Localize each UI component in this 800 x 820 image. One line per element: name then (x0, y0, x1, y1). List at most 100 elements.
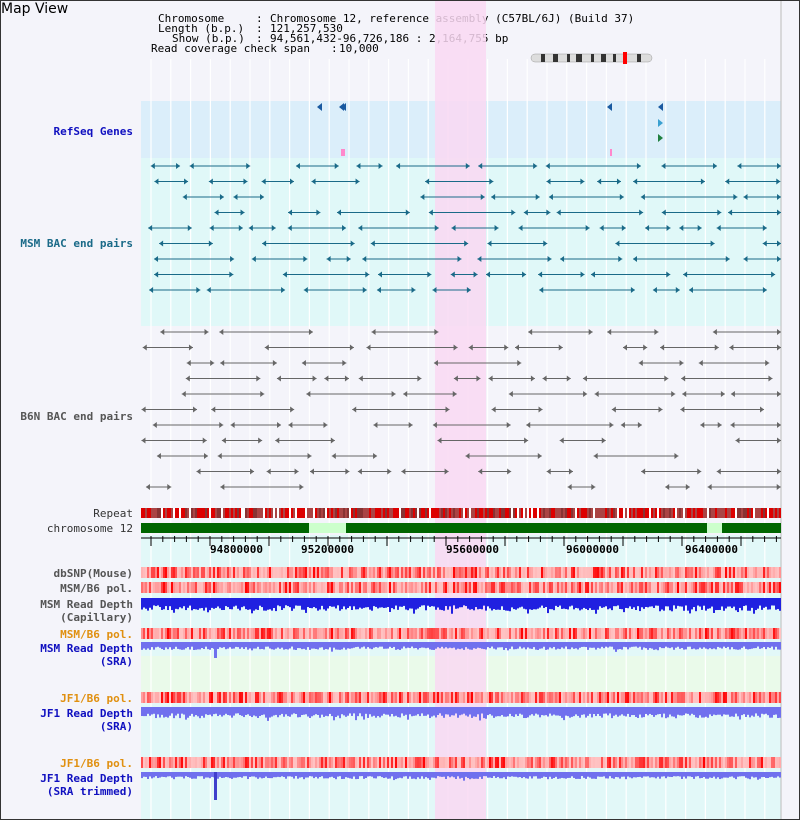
dbsnp-heat (363, 567, 365, 578)
b6n-bac-pair-end (620, 422, 625, 428)
msm-depth-sra-bar (377, 642, 379, 648)
msm-depth-sra-bar (319, 642, 321, 648)
msm-depth-sra-bar (765, 642, 767, 650)
msm-depth-sra-bar (467, 642, 469, 649)
jf1-b6-pol-heat-2 (277, 757, 279, 768)
msm-bac-pair-end (590, 271, 595, 278)
b6n-bac-pair-end (717, 422, 722, 428)
msm-depth-sra-bar (405, 642, 407, 649)
msm-b6-pol-heat (543, 582, 545, 593)
jf1-b6-pol-heat-2 (453, 757, 455, 768)
msm-depth-sra-bar (421, 642, 423, 648)
msm-depth-capillary-bar (557, 598, 559, 608)
jf1-depth-sra-bar (593, 707, 595, 715)
jf1-depth-trimmed-bar (255, 772, 257, 778)
msm-depth-sra-bar (615, 642, 617, 652)
msm-depth-capillary-bar (319, 598, 321, 610)
jf1-b6-pol-heat (169, 692, 171, 703)
repeat-band (587, 508, 589, 518)
msm-depth-sra-bar (243, 642, 245, 649)
msm-b6-pol-heat-2 (455, 628, 457, 639)
msm-depth-capillary-bar (535, 598, 537, 610)
msm-b6-pol-heat (729, 582, 731, 593)
jf1-b6-pol-heat (545, 692, 547, 703)
jf1-b6-pol-heat-2 (769, 757, 771, 768)
msm-b6-pol-heat-2 (489, 628, 491, 639)
dbsnp-heat (605, 567, 607, 578)
dbsnp-heat (353, 567, 355, 578)
repeat-band (491, 508, 493, 518)
dbsnp-heat (635, 567, 637, 578)
msm-depth-sra-bar (567, 642, 569, 650)
msm-b6-pol-heat (421, 582, 423, 593)
dbsnp-heat (747, 567, 749, 578)
msm-depth-sra-bar (681, 642, 683, 649)
msm-depth-sra-bar (485, 642, 487, 650)
jf1-b6-pol-heat (471, 692, 473, 703)
msm-depth-sra-bar (719, 642, 721, 648)
msm-b6-pol-heat (547, 582, 549, 593)
track-label-msm-bac[interactable]: MSM BAC end pairs (20, 237, 133, 250)
msm-b6-pol-heat (557, 582, 559, 593)
dbsnp-heat (441, 567, 443, 578)
dbsnp-heat (563, 567, 565, 578)
msm-depth-sra-bar (335, 642, 337, 650)
msm-depth-sra-bar (595, 642, 597, 650)
jf1-depth-trimmed-bar (645, 772, 647, 777)
jf1-depth-trimmed-bar (545, 772, 547, 777)
msm-b6-pol-heat (259, 582, 261, 593)
jf1-b6-pol-heat (443, 692, 445, 703)
dbsnp-heat (195, 567, 197, 578)
jf1-depth-trimmed-bar (461, 772, 463, 778)
dbsnp-heat (767, 567, 769, 578)
b6n-bac-pair-end (230, 422, 235, 428)
jf1-depth-sra-bar (341, 707, 343, 715)
dbsnp-heat (467, 567, 469, 578)
msm-bac-pair-end (616, 178, 621, 185)
dbsnp-heat (307, 567, 309, 578)
msm-depth-capillary-bar (231, 598, 233, 610)
msm-b6-pol-heat (265, 582, 267, 593)
jf1-b6-pol-heat-2 (267, 757, 269, 768)
msm-depth-capillary-bar (203, 598, 205, 611)
msm-depth-sra-bar (263, 642, 265, 650)
msm-b6-pol-heat (747, 582, 749, 593)
repeat-band (475, 508, 477, 518)
msm-depth-sra-bar (393, 642, 395, 647)
msm-b6-pol-heat-2 (201, 628, 203, 639)
repeat-band (349, 508, 351, 518)
jf1-depth-trimmed-bar (407, 772, 409, 779)
msm-b6-pol-heat (539, 582, 541, 593)
jf1-b6-pol-heat (405, 692, 407, 703)
msm-b6-pol-heat-2 (295, 628, 297, 639)
dbsnp-heat (713, 567, 715, 578)
repeat-band (453, 508, 455, 518)
jf1-depth-sra-bar (627, 707, 629, 714)
jf1-b6-pol-heat-2 (537, 757, 539, 768)
track-label-b6n-bac[interactable]: B6N BAC end pairs (20, 410, 133, 423)
jf1-b6-pol-heat (775, 692, 777, 703)
msm-depth-capillary-bar (437, 598, 439, 608)
jf1-b6-pol-heat-2 (335, 757, 337, 768)
b6n-bac-pair-end (152, 422, 157, 428)
jf1-depth-sra-bar (359, 707, 361, 714)
msm-depth-sra-bar (669, 642, 671, 649)
msm-bac-pair-end (260, 194, 265, 200)
b6n-bac-pair-end (373, 453, 378, 459)
b6n-bac-pair-end (181, 391, 186, 397)
b6n-bac-pair-end (637, 422, 642, 428)
jf1-b6-pol-heat (513, 692, 515, 703)
msm-bac-pair-end (362, 287, 367, 293)
repeat-band (457, 508, 459, 518)
repeat-band (761, 508, 763, 518)
msm-depth-capillary-bar (561, 598, 563, 609)
dbsnp-heat (337, 567, 339, 578)
jf1-depth-trimmed-bar (739, 772, 741, 777)
track-label-refseq-genes[interactable]: RefSeq Genes (53, 125, 133, 138)
msm-depth-sra-bar (735, 642, 737, 650)
msm-depth-sra-bar (605, 642, 607, 647)
msm-b6-pol-heat-2 (179, 628, 181, 639)
b6n-bac-pair-end (664, 375, 669, 382)
msm-depth-capillary-bar (403, 598, 405, 606)
